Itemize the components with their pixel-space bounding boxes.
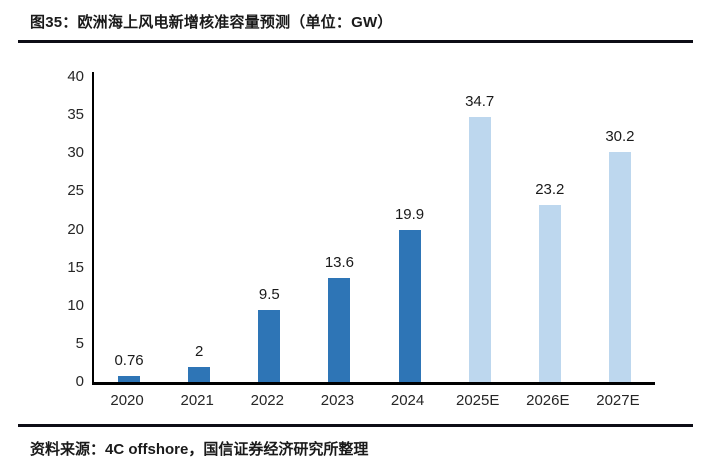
bar: [188, 366, 211, 382]
x-tick-label: 2020: [110, 392, 144, 409]
y-tick-label: 25: [67, 182, 84, 200]
y-tick-label: 0: [75, 373, 84, 390]
bar-slot: 30.2: [585, 72, 655, 382]
bar-slot: 9.5: [234, 72, 304, 382]
x-tick-label: 2022: [250, 392, 284, 409]
x-tick-label: 2026E: [526, 392, 570, 409]
bar-slot: 2: [164, 72, 234, 382]
plot-area: 0.76 2 9.5 13.6 19.9 34.7 23.2 30.2: [92, 72, 655, 385]
y-tick-label: 30: [67, 144, 84, 162]
bar-slot: 34.7: [445, 72, 515, 382]
bar-value-label: 30.2: [605, 127, 635, 145]
bar: [258, 309, 281, 382]
x-tick-label: 2027E: [596, 392, 640, 409]
bar: [398, 230, 421, 382]
bar-value-label: 34.7: [465, 93, 495, 111]
bar-slot: 13.6: [304, 72, 374, 382]
figure-title: 图35：欧洲海上风电新增核准容量预测（单位：GW）: [30, 14, 393, 31]
y-tick-label: 40: [67, 68, 84, 85]
bar-value-label: 2: [195, 342, 204, 360]
title-underline-rule: [18, 40, 693, 43]
x-tick-label: 2025E: [456, 392, 500, 409]
bar-slot: 23.2: [515, 72, 585, 382]
bar: [608, 151, 631, 382]
bar-value-label: 13.6: [324, 254, 355, 272]
bar: [328, 278, 351, 382]
bar-value-label: 0.76: [114, 352, 144, 370]
x-axis-labels: 2020 2021 2022 2023 2024 2025E 2026E 2027E: [92, 392, 653, 409]
y-tick-label: 5: [75, 334, 84, 352]
bar-value-label: 23.2: [535, 181, 565, 199]
y-tick-label: 35: [67, 106, 84, 124]
x-tick-label: 2021: [180, 392, 214, 409]
x-tick-label: 2024: [390, 392, 425, 409]
y-tick-label: 10: [67, 296, 84, 314]
y-tick-label: 20: [67, 220, 84, 238]
bar-value-label: 9.5: [258, 285, 280, 303]
source-note: 资料来源：4C offshore，国信证券经济研究所整理: [30, 441, 369, 458]
bar-value-label: 19.9: [394, 206, 425, 224]
y-tick-label: 15: [67, 258, 84, 276]
bar-slot: 19.9: [375, 72, 445, 382]
bar: [118, 376, 141, 382]
bar: [538, 205, 561, 382]
bar-slot: 0.76: [94, 72, 164, 382]
footer-rule: [18, 424, 693, 427]
bar: [468, 117, 491, 382]
x-tick-label: 2023: [320, 392, 355, 409]
